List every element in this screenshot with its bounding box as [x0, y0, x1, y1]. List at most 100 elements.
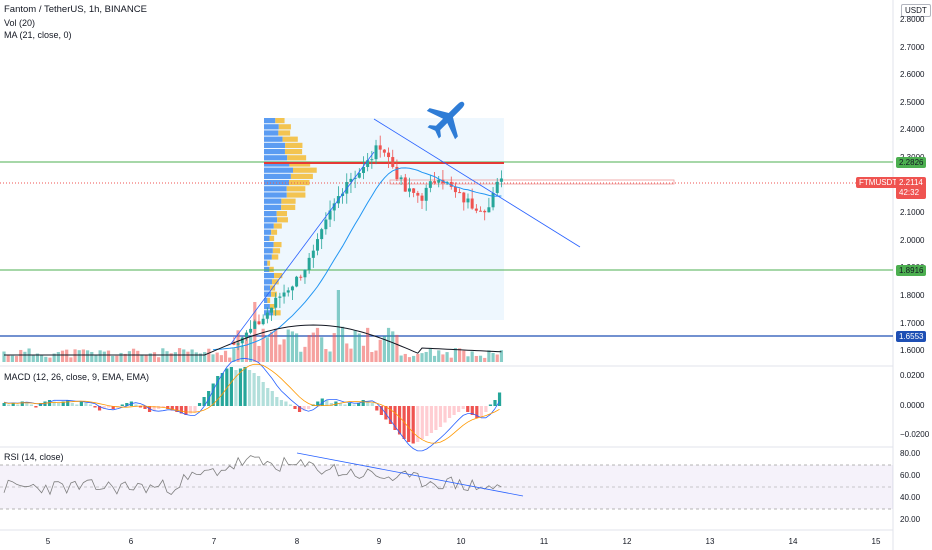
macd-histogram-bar: [75, 404, 79, 406]
price-tick-label: 2.1000: [900, 208, 925, 218]
macd-histogram-bar: [88, 404, 93, 406]
macd-histogram-bar: [452, 406, 456, 415]
ascending-trendline[interactable]: [229, 151, 375, 346]
volume-bar: [407, 357, 412, 362]
candle-body: [349, 178, 353, 183]
macd-histogram-bar: [84, 403, 88, 406]
symbol-title: Fantom / TetherUS, 1h, BINANCE: [4, 4, 147, 15]
volume-bar: [10, 355, 14, 362]
macd-histogram-bar: [61, 401, 65, 406]
candle-body: [253, 321, 257, 329]
volume-bar: [299, 351, 303, 362]
macd-histogram-bar: [202, 397, 206, 406]
volume-bar: [295, 333, 299, 362]
candle-body: [311, 250, 315, 258]
candle-body: [265, 312, 269, 319]
profile-bar-down: [273, 242, 282, 248]
macd-histogram-bar: [407, 406, 411, 442]
volume-bar: [445, 352, 449, 362]
candle-body: [487, 207, 491, 213]
volume-bar: [40, 355, 44, 362]
volume-bar: [186, 351, 190, 362]
profile-bar-down: [269, 266, 274, 272]
macd-histogram-bar: [338, 403, 343, 406]
volume-bar: [44, 356, 48, 362]
volume-bar: [303, 346, 307, 362]
profile-bar-up: [264, 211, 277, 217]
candle-body: [303, 269, 307, 278]
macd-histogram-bar: [188, 406, 193, 414]
candle-body: [428, 181, 432, 188]
profile-bar-up: [264, 235, 270, 241]
volume-bar: [278, 344, 282, 362]
macd-histogram-bar: [275, 397, 279, 406]
volume-bar: [483, 357, 487, 362]
volume-bar: [73, 349, 77, 362]
volume-bar: [328, 351, 332, 362]
ma-legend: MA (21, close, 0): [4, 30, 72, 40]
price-range-box: [389, 179, 675, 185]
candle-body: [240, 337, 244, 344]
macd-line: [3, 357, 500, 452]
rsi-tick-label: 60.00: [900, 471, 921, 480]
macd-histogram-bar: [111, 406, 115, 409]
volume-bar: [14, 356, 19, 362]
volume-bar: [127, 351, 131, 362]
profile-bar-up: [264, 142, 286, 148]
candle-body: [403, 177, 407, 192]
profile-bar-down: [271, 291, 277, 297]
profile-bar-up: [264, 266, 270, 272]
profile-bar-up: [264, 254, 272, 260]
candle-body: [290, 286, 294, 291]
candle-body: [374, 145, 378, 160]
volume-bar: [386, 327, 391, 362]
macd-histogram-bar: [316, 401, 320, 406]
volume-bar: [466, 356, 470, 362]
candle-body: [466, 198, 470, 203]
volume-bar: [453, 348, 458, 362]
candle-body: [474, 208, 478, 211]
profile-bar-up: [264, 130, 279, 136]
volume-bar: [340, 326, 345, 362]
macd-histogram: [2, 367, 502, 444]
volume-bar: [395, 334, 399, 362]
macd-histogram-bar: [461, 406, 465, 409]
volume-bar: [60, 350, 65, 362]
macd-histogram-bar: [393, 406, 397, 430]
volume-bar: [207, 348, 211, 362]
bar-countdown: 42:32: [899, 188, 920, 197]
candle-body: [328, 210, 332, 220]
profile-bar-down: [273, 223, 282, 229]
candle-body: [357, 172, 361, 178]
macd-histogram-bar: [161, 406, 165, 408]
macd-histogram-bar: [25, 403, 29, 406]
volume-ma-line: [4, 324, 502, 356]
macd-histogram-bar: [243, 367, 247, 406]
volume-bar: [119, 352, 123, 362]
airplane-icon[interactable]: [419, 88, 478, 147]
macd-histogram-bar: [493, 400, 497, 406]
currency-label[interactable]: USDT: [901, 4, 931, 17]
volume-bar: [203, 352, 207, 362]
macd-histogram-bar: [347, 403, 352, 406]
descending-trendline[interactable]: [373, 118, 581, 248]
candle-body: [453, 186, 457, 193]
price-tick-label: 2.0000: [900, 235, 925, 245]
volume-bar: [336, 290, 340, 362]
volume-bar: [140, 354, 144, 362]
volume-bar: [182, 349, 186, 362]
profile-bar-up: [264, 248, 273, 254]
volume-bar: [111, 355, 115, 362]
macd-histogram-bar: [107, 406, 111, 408]
volume-bar: [428, 348, 432, 362]
volume-bar: [282, 339, 286, 362]
time-tick-label: 12: [622, 537, 632, 546]
candle-body: [470, 198, 474, 209]
macd-histogram-bar: [343, 404, 347, 406]
macd-histogram-bar: [497, 392, 502, 406]
macd-histogram-bar: [384, 406, 388, 420]
volume-bar: [215, 352, 219, 362]
volume-bar: [52, 353, 56, 362]
